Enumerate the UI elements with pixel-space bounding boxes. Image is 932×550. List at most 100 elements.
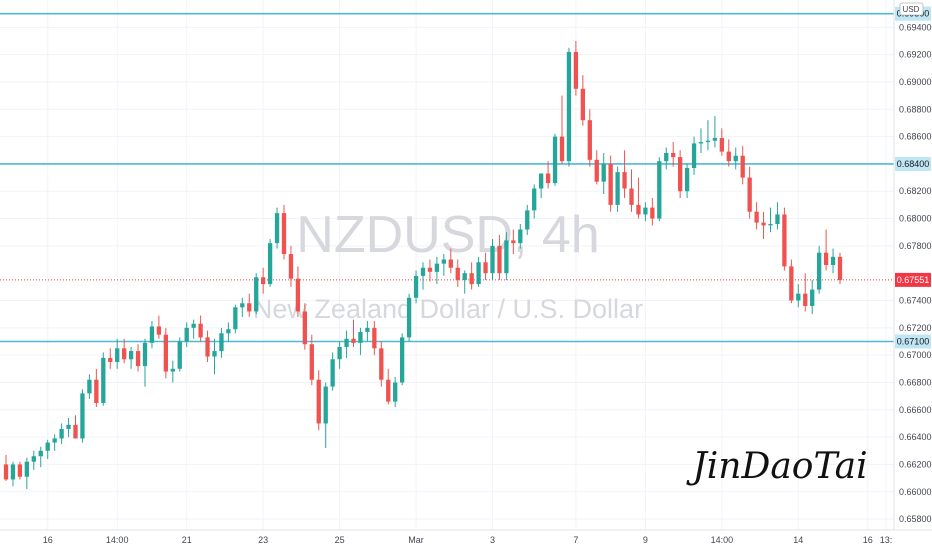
candle-body	[323, 386, 328, 424]
candle	[24, 457, 30, 490]
candle	[559, 95, 565, 164]
candle	[295, 266, 301, 317]
candle-body	[191, 323, 196, 328]
candle-body	[601, 163, 606, 182]
candle	[733, 147, 738, 170]
candle	[240, 297, 245, 317]
candle-body	[267, 243, 273, 285]
candle-body	[135, 351, 141, 367]
candle	[594, 150, 599, 185]
candle-body	[386, 379, 391, 402]
candle-body	[671, 152, 676, 158]
candle	[59, 423, 64, 444]
candle	[330, 352, 335, 391]
candle-body	[740, 155, 745, 178]
candle-body	[281, 213, 287, 255]
candle-body	[108, 357, 113, 362]
candle	[94, 368, 99, 408]
candle-body	[254, 277, 259, 312]
price-level-tag-label: 0.68400	[897, 159, 930, 169]
candle	[52, 434, 57, 451]
author-signature: JinDaoTai	[685, 446, 867, 487]
candle-body	[66, 424, 71, 429]
candle-body	[94, 379, 99, 403]
description-watermark: New Zealand Dollar / U.S. Dollar	[253, 294, 643, 324]
time-tick-label: 9	[643, 535, 648, 545]
candle	[10, 461, 16, 487]
candle	[337, 341, 342, 369]
candle-body	[629, 188, 634, 205]
candle	[566, 47, 572, 167]
candle-body	[504, 240, 509, 274]
candle	[740, 146, 745, 185]
price-level-tag	[895, 334, 931, 349]
candle-body	[636, 204, 641, 215]
price-tick-label: 0.69400	[899, 22, 932, 32]
candle-body	[559, 136, 565, 162]
candle-body	[399, 337, 405, 383]
candle-body	[163, 334, 169, 372]
candle-body	[177, 341, 182, 369]
candle	[587, 109, 592, 167]
candle	[754, 202, 759, 230]
candle	[31, 450, 36, 470]
candle-body	[115, 348, 120, 362]
time-axis-background	[0, 530, 932, 550]
candle-body	[684, 168, 690, 192]
price-tick-label: 0.68800	[899, 104, 932, 114]
candle-body	[622, 172, 627, 189]
time-tick-label: 25	[335, 535, 345, 545]
candle	[573, 40, 579, 96]
candle-body	[796, 293, 801, 301]
candle-body	[372, 327, 377, 349]
candle-body	[608, 163, 613, 205]
candle	[184, 322, 189, 347]
candle-body	[566, 51, 572, 162]
candle-body	[664, 152, 669, 162]
candle	[532, 184, 537, 219]
candle-body	[121, 348, 127, 360]
candle	[358, 327, 363, 356]
time-tick-label: 23	[258, 535, 268, 545]
candle-body	[149, 326, 155, 343]
candle	[434, 256, 440, 285]
candle	[441, 254, 447, 276]
candle	[782, 207, 787, 271]
candle	[601, 152, 606, 194]
candle	[796, 284, 801, 308]
candle	[191, 319, 196, 339]
candle-body	[205, 337, 210, 357]
currency-box[interactable]	[899, 2, 924, 16]
candle-body	[184, 327, 189, 342]
candle	[580, 75, 586, 126]
candle	[462, 270, 467, 294]
candle-body	[142, 342, 148, 367]
candle-body	[427, 267, 433, 272]
candle	[73, 415, 78, 439]
candle-body	[823, 252, 829, 265]
price-axis[interactable]: 0.69400 0.69200 0.69000 0.68800 0.68600 0.682…	[893, 0, 932, 530]
candle-body	[198, 323, 203, 338]
candle	[413, 270, 419, 304]
candle-body	[532, 188, 537, 211]
candle-body	[38, 450, 43, 457]
candle-body	[295, 278, 301, 312]
candle-body	[761, 222, 766, 226]
candle-body	[441, 259, 447, 264]
horizontal-levels	[0, 12, 894, 343]
candle	[629, 169, 634, 212]
candle	[476, 256, 481, 287]
candle-body	[538, 173, 544, 189]
candle	[490, 239, 495, 281]
candle	[281, 204, 287, 260]
candle	[518, 224, 523, 249]
candle-body	[3, 464, 9, 480]
time-axis[interactable]: 16 14:00 21 23 25 Mar 3 7 9 14:00 14 16 13:	[0, 529, 932, 550]
time-tick-label: 14	[793, 535, 803, 545]
candle	[719, 128, 725, 156]
price-tick-label: 0.69000	[899, 77, 932, 87]
candle	[525, 204, 530, 235]
candle-body	[247, 303, 252, 312]
candle-body	[302, 311, 308, 345]
